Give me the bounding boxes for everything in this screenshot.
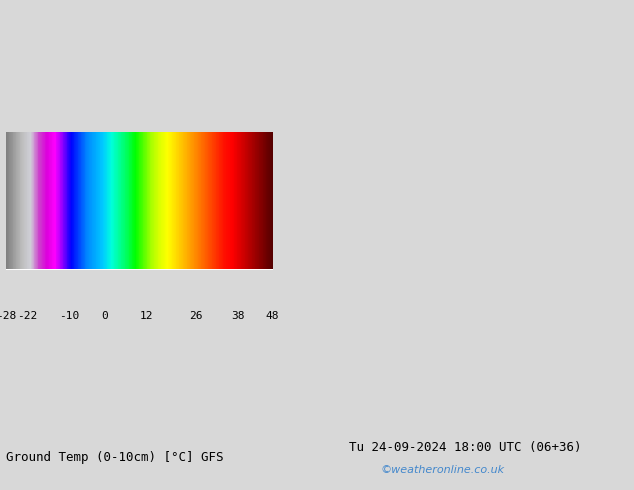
Text: 0: 0 (101, 311, 108, 321)
Text: -10: -10 (60, 311, 79, 321)
Text: -28: -28 (0, 311, 16, 321)
Text: 26: 26 (189, 311, 202, 321)
Text: ©weatheronline.co.uk: ©weatheronline.co.uk (380, 466, 505, 475)
Text: 12: 12 (139, 311, 153, 321)
Text: -22: -22 (17, 311, 37, 321)
Text: Tu 24-09-2024 18:00 UTC (06+36): Tu 24-09-2024 18:00 UTC (06+36) (349, 441, 581, 454)
Text: 48: 48 (266, 311, 280, 321)
Text: Ground Temp (0-10cm) [°C] GFS: Ground Temp (0-10cm) [°C] GFS (6, 451, 224, 464)
Text: 38: 38 (231, 311, 244, 321)
